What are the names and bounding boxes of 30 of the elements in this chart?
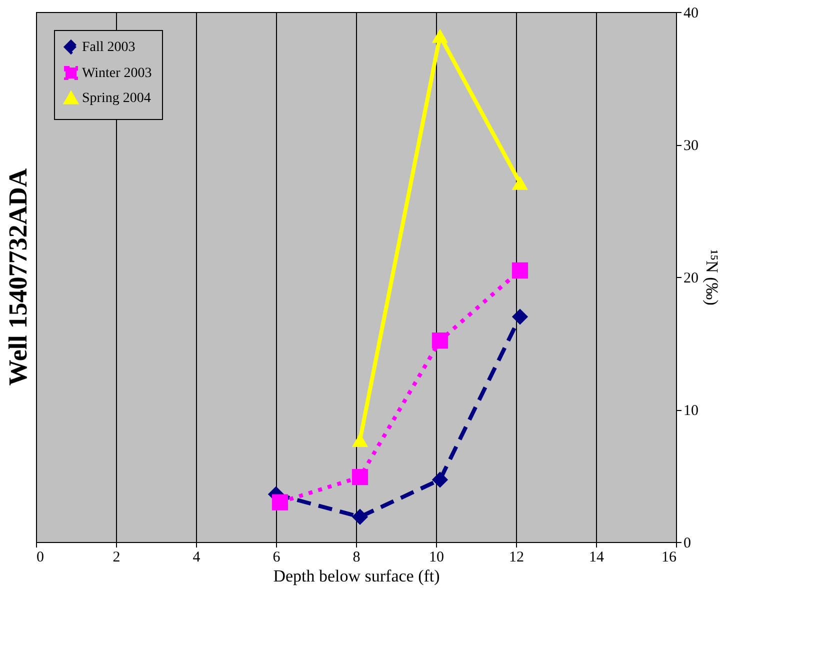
- y-tick-label: 0: [684, 536, 691, 552]
- legend-label: Fall 2003: [82, 40, 136, 55]
- x-tick-label: 12: [509, 550, 524, 566]
- x-tick-label: 14: [589, 550, 604, 566]
- y-tick-label: 40: [684, 6, 698, 22]
- x-tick-label: 10: [429, 550, 444, 566]
- y-tick-label: 30: [684, 138, 698, 154]
- point: [352, 432, 368, 447]
- x-tick-label: 2: [112, 550, 120, 566]
- x-tick-label: 8: [352, 550, 360, 566]
- point: [432, 472, 448, 488]
- point: [512, 262, 528, 278]
- legend-label: Winter 2003: [82, 66, 152, 81]
- point: [432, 28, 448, 43]
- y-tick-label: 20: [684, 270, 698, 286]
- y-axis-title: ¹⁵N (‰): [702, 250, 722, 306]
- x-tick-label: 0: [36, 550, 44, 566]
- x-tick-label: 16: [662, 550, 677, 566]
- y-tick-label: 10: [684, 403, 698, 419]
- x-axis-title: Depth below surface (ft): [273, 566, 440, 586]
- point: [352, 469, 368, 486]
- x-tick-label: 4: [192, 550, 201, 566]
- text: Well 15407732ADA: [4, 168, 32, 386]
- legend-label: Spring 2004: [82, 91, 151, 106]
- point: [352, 508, 368, 525]
- x-tick-label: 6: [272, 550, 281, 566]
- point: [272, 494, 288, 510]
- point: [512, 176, 528, 190]
- point: [512, 308, 528, 325]
- point: [432, 332, 448, 349]
